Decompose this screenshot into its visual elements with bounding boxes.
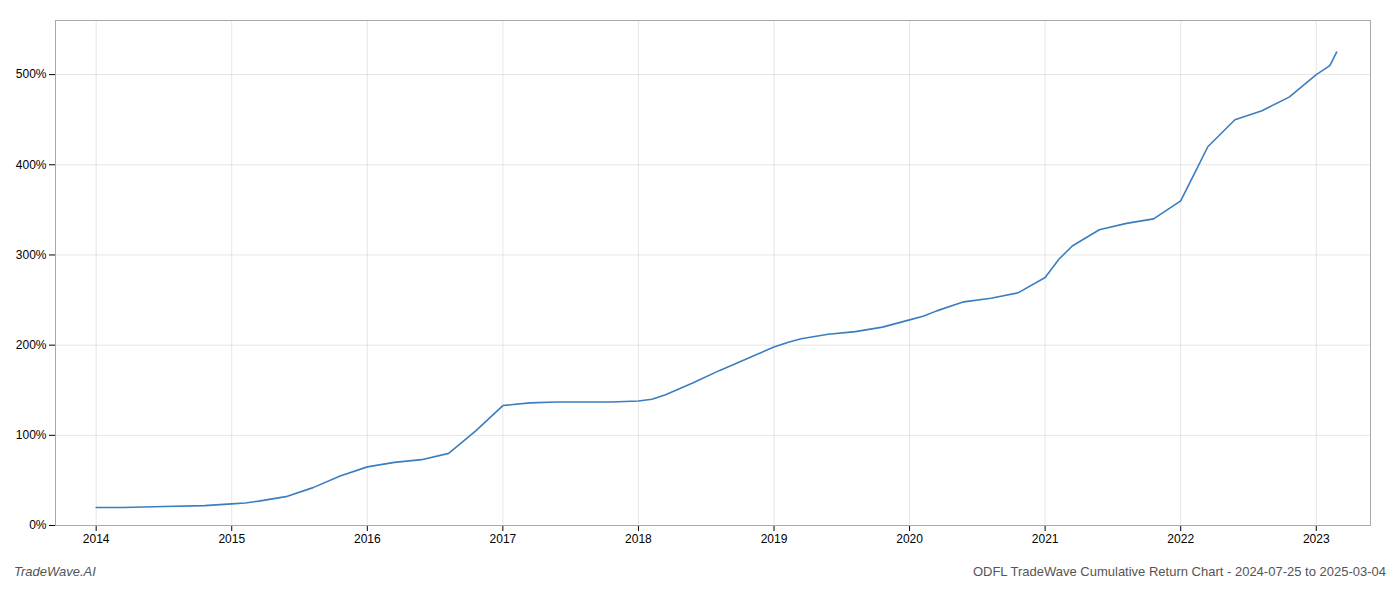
svg-text:2016: 2016	[354, 532, 381, 546]
svg-text:0%: 0%	[29, 518, 47, 532]
svg-text:2017: 2017	[490, 532, 517, 546]
html-text:TradeWave.AI: TradeWave.AI	[14, 564, 96, 579]
html-text:ODFL TradeWave Cumulative Retu: ODFL TradeWave Cumulative Return Chart -…	[972, 564, 1386, 579]
svg-text:2015: 2015	[218, 532, 245, 546]
svg-text:2023: 2023	[1303, 532, 1330, 546]
svg-text:2014: 2014	[83, 532, 110, 546]
svg-text:100%: 100%	[16, 428, 47, 442]
svg-text:300%: 300%	[16, 248, 47, 262]
svg-text:500%: 500%	[16, 67, 47, 81]
svg-text:2022: 2022	[1167, 532, 1194, 546]
svg-text:2019: 2019	[761, 532, 788, 546]
svg-text:2020: 2020	[896, 532, 923, 546]
svg-text:2021: 2021	[1032, 532, 1059, 546]
svg-text:2018: 2018	[625, 532, 652, 546]
svg-text:400%: 400%	[16, 158, 47, 172]
svg-text:200%: 200%	[16, 338, 47, 352]
